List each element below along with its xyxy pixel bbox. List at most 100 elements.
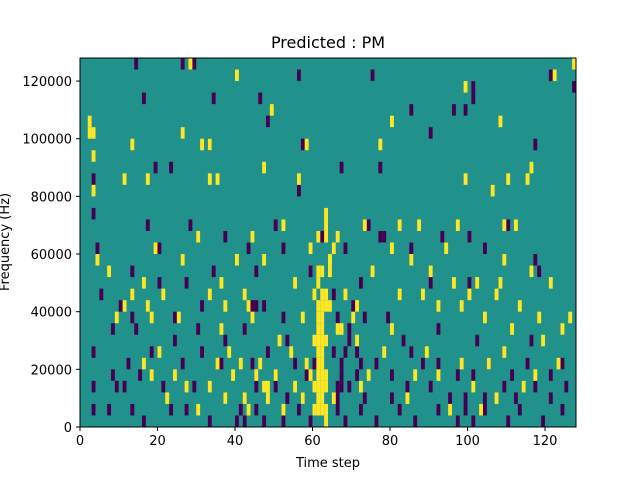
heatmap-cell-low xyxy=(339,161,344,174)
heatmap-cell-high xyxy=(498,115,503,128)
heatmap-cell-low xyxy=(343,242,348,255)
x-tick-label: 120 xyxy=(533,434,558,449)
heatmap-cell-low xyxy=(436,323,441,335)
heatmap-cell-low xyxy=(304,369,309,381)
heatmap-cell-high xyxy=(316,311,321,324)
heatmap-cell-low xyxy=(359,277,363,289)
heatmap-cell-high xyxy=(145,173,150,185)
heatmap-cell-high xyxy=(149,369,154,381)
y-tick-label: 100000 xyxy=(22,133,72,148)
heatmap-cell-high xyxy=(227,346,232,358)
heatmap-cell-high xyxy=(196,230,201,243)
heatmap-cell-high xyxy=(467,288,472,301)
heatmap-cell-low xyxy=(161,380,166,393)
chart-title: Predicted : PM xyxy=(271,33,385,52)
heatmap-cell-high xyxy=(409,254,414,266)
heatmap-cell-high xyxy=(293,380,297,393)
heatmap-cell-low xyxy=(91,346,96,358)
heatmap-cell-low xyxy=(335,403,340,416)
heatmap-cell-low xyxy=(351,300,356,312)
heatmap-cell-high xyxy=(436,300,441,312)
heatmap-cell-high xyxy=(316,265,321,278)
heatmap-cell-high xyxy=(320,380,325,393)
heatmap-cell-high xyxy=(91,184,96,197)
heatmap-cell-low xyxy=(250,357,255,370)
heatmap-cell-high xyxy=(153,242,158,255)
heatmap-cell-low xyxy=(355,369,359,381)
heatmap-cell-high xyxy=(424,346,429,358)
heatmap-cell-high xyxy=(95,254,100,266)
heatmap-cell-low xyxy=(122,380,127,393)
heatmap-cell-high xyxy=(370,265,375,278)
heatmap-cell-low xyxy=(421,357,425,370)
heatmap-cell-low xyxy=(312,357,317,370)
heatmap-cell-high xyxy=(308,369,313,381)
heatmap-cell-high xyxy=(114,311,119,324)
heatmap-cell-low xyxy=(281,311,286,324)
heatmap-cell-high xyxy=(246,403,251,416)
heatmap-cell-low xyxy=(297,184,301,197)
heatmap-cell-low xyxy=(467,230,472,243)
heatmap-cell-high xyxy=(320,300,325,312)
heatmap-cell-high xyxy=(324,207,328,220)
heatmap-cell-low xyxy=(378,161,383,174)
heatmap-cell-low xyxy=(382,230,387,243)
heatmap-cell-high xyxy=(289,346,294,358)
heatmap-cell-low xyxy=(223,334,228,347)
heatmap-cell-low xyxy=(331,346,336,358)
x-tick-label: 0 xyxy=(76,434,84,449)
heatmap-cell-low xyxy=(347,323,352,335)
heatmap-cell-low xyxy=(211,265,216,278)
heatmap-cell-high xyxy=(312,380,317,393)
heatmap-cell-low xyxy=(196,323,201,335)
heatmap-cell-high xyxy=(250,311,255,324)
heatmap-cell-high xyxy=(331,392,336,404)
heatmap-cell-high xyxy=(328,265,332,278)
heatmap-cell-high xyxy=(339,323,344,335)
heatmap-cell-low xyxy=(483,403,487,416)
heatmap-cell-high xyxy=(324,219,328,231)
heatmap-cell-high xyxy=(463,173,468,185)
heatmap-cell-low xyxy=(142,92,146,105)
heatmap-cell-high xyxy=(258,357,263,370)
heatmap-cell-low xyxy=(533,138,538,151)
heatmap-cell-high xyxy=(312,334,317,347)
heatmap-cell-low xyxy=(339,357,344,370)
heatmap-cell-low xyxy=(572,81,576,93)
heatmap-cell-low xyxy=(560,357,565,370)
heatmap-cell-low xyxy=(343,415,348,427)
heatmap-cell-low xyxy=(525,357,530,370)
heatmap-cell-low xyxy=(126,357,131,370)
heatmap-cell-high xyxy=(397,288,402,301)
heatmap-cell-low xyxy=(448,392,452,404)
heatmap-cell-low xyxy=(111,369,115,381)
heatmap-cell-low xyxy=(355,346,359,358)
x-axis: 0 20 40 60 80 100 120 xyxy=(76,427,558,449)
heatmap-cell-low xyxy=(339,369,344,381)
heatmap-cell-low xyxy=(359,403,363,416)
heatmap-cell-low xyxy=(246,242,251,255)
heatmap-cell-low xyxy=(254,403,259,416)
heatmap-cell-high xyxy=(304,357,309,370)
heatmap-cell-high xyxy=(541,334,545,347)
y-tick-label: 120000 xyxy=(22,75,72,90)
heatmap-cell-low xyxy=(413,415,418,427)
heatmap-cell-low xyxy=(452,104,456,116)
y-tick-label: 60000 xyxy=(31,248,72,263)
heatmap-cell-high xyxy=(188,58,193,70)
heatmap-cell-high xyxy=(316,403,321,416)
heatmap-cell-low xyxy=(211,92,216,105)
heatmap-cell-high xyxy=(502,254,507,266)
heatmap-cell-low xyxy=(173,334,177,347)
heatmap-cell-low xyxy=(242,323,247,335)
heatmap-cell-high xyxy=(568,311,573,324)
heatmap-cell-high xyxy=(328,300,332,312)
heatmap-cell-high xyxy=(215,357,220,370)
heatmap-cell-high xyxy=(471,380,476,393)
heatmap-cell-low xyxy=(95,242,100,255)
heatmap-cell-low xyxy=(285,334,290,347)
heatmap-cell-high xyxy=(262,380,266,393)
heatmap-cell-high xyxy=(324,230,328,243)
heatmap-cell-high xyxy=(475,277,480,289)
heatmap-cell-high xyxy=(529,265,534,278)
